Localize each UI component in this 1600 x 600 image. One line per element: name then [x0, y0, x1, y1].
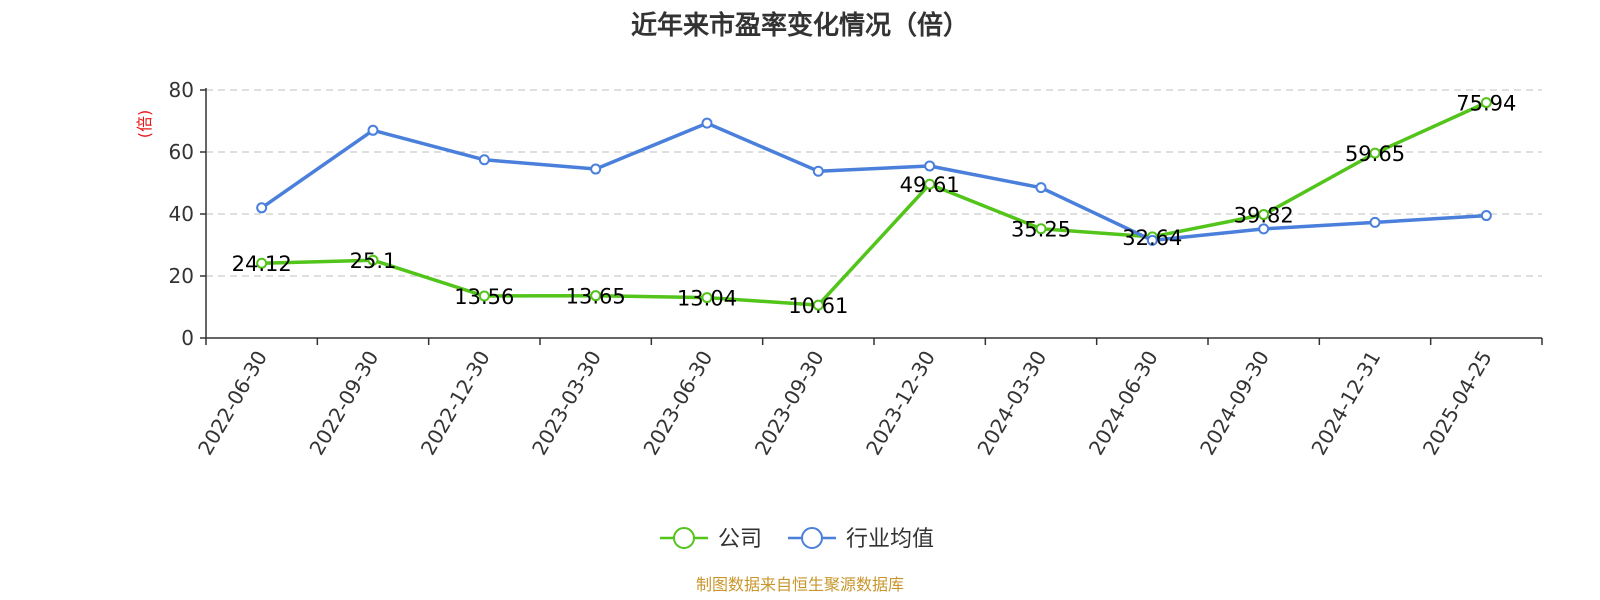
series-0-point	[1035, 223, 1047, 235]
x-tick-label: 2024-06-30	[1084, 347, 1163, 460]
data-label: 13.65	[566, 285, 626, 309]
series-1-point	[478, 154, 490, 166]
data-label: 24.12	[232, 252, 292, 276]
data-label: 10.61	[788, 294, 848, 318]
series-0-point	[1369, 147, 1381, 159]
series-0-point	[367, 254, 379, 266]
series-1-point	[590, 163, 602, 175]
data-label: 39.82	[1234, 204, 1294, 228]
data-label: 35.25	[1011, 218, 1071, 242]
series-1-point	[256, 202, 268, 214]
x-tick-label: 2024-12-31	[1306, 347, 1385, 460]
legend-marker	[801, 527, 823, 549]
series-0-point	[924, 178, 936, 190]
series-1-point	[924, 160, 936, 172]
data-label: 59.65	[1345, 142, 1405, 166]
x-tick-label: 2022-06-30	[193, 347, 272, 460]
series-1-point	[1480, 210, 1492, 222]
series-0-point	[701, 292, 713, 304]
x-tick-label: 2023-03-30	[527, 347, 606, 460]
legend-item-0: 公司	[660, 527, 762, 552]
data-label: 25.1	[350, 249, 397, 273]
series-1-point	[1258, 223, 1270, 235]
data-label: 32.64	[1122, 226, 1182, 250]
series-0-point	[1480, 97, 1492, 109]
chart-title: 近年来市盈率变化情况（倍）	[631, 10, 969, 41]
legend-label: 公司	[718, 527, 762, 552]
series-1-point	[812, 165, 824, 177]
x-tick-label: 2023-09-30	[750, 347, 829, 460]
series-0-point	[1258, 209, 1270, 221]
series-1-point	[1146, 234, 1158, 246]
legend-item-1: 行业均值	[788, 527, 934, 552]
series-line-1	[260, 121, 1487, 243]
data-labels: 24.12 25.1 13.56 13.65 13.04 10.61 49.61 35.25 3…	[232, 92, 1517, 319]
series-0-point	[478, 290, 490, 302]
source-note: 制图数据来自恒生聚源数据库	[696, 575, 904, 594]
x-tick-label: 2024-09-30	[1195, 347, 1274, 460]
series-line-0	[261, 101, 1488, 307]
data-label: 49.61	[900, 173, 960, 197]
x-tick-label: 2022-12-30	[416, 347, 495, 460]
series-0-point	[590, 290, 602, 302]
y-axis-label: (倍)	[135, 110, 154, 139]
series	[256, 97, 1492, 311]
x-tick-label: 2022-09-30	[304, 347, 383, 460]
series-1-point	[701, 117, 713, 129]
y-tick-label: 40	[169, 202, 194, 226]
x-tick-label: 2025-04-25	[1418, 347, 1497, 460]
data-label: 13.56	[454, 285, 514, 309]
legend: 公司 行业均值	[660, 527, 934, 552]
series-0-point	[812, 299, 824, 311]
series-0-point	[256, 257, 268, 269]
grid-lines	[206, 89, 1542, 277]
series-1-point	[367, 124, 379, 136]
series-1-point	[1035, 182, 1047, 194]
x-tick-label: 2023-12-30	[861, 347, 940, 460]
data-label: 13.04	[677, 287, 737, 311]
y-tick-label: 60	[169, 140, 194, 164]
y-tick-label: 80	[169, 78, 194, 102]
legend-marker	[673, 527, 695, 549]
legend-label: 行业均值	[846, 527, 934, 552]
x-tick-label: 2024-03-30	[972, 347, 1051, 460]
data-label: 75.94	[1456, 92, 1516, 116]
series-1-point	[1369, 216, 1381, 228]
y-tick-label: 0	[181, 326, 194, 350]
x-tick-label: 2023-06-30	[638, 347, 717, 460]
y-tick-label: 20	[169, 264, 194, 288]
